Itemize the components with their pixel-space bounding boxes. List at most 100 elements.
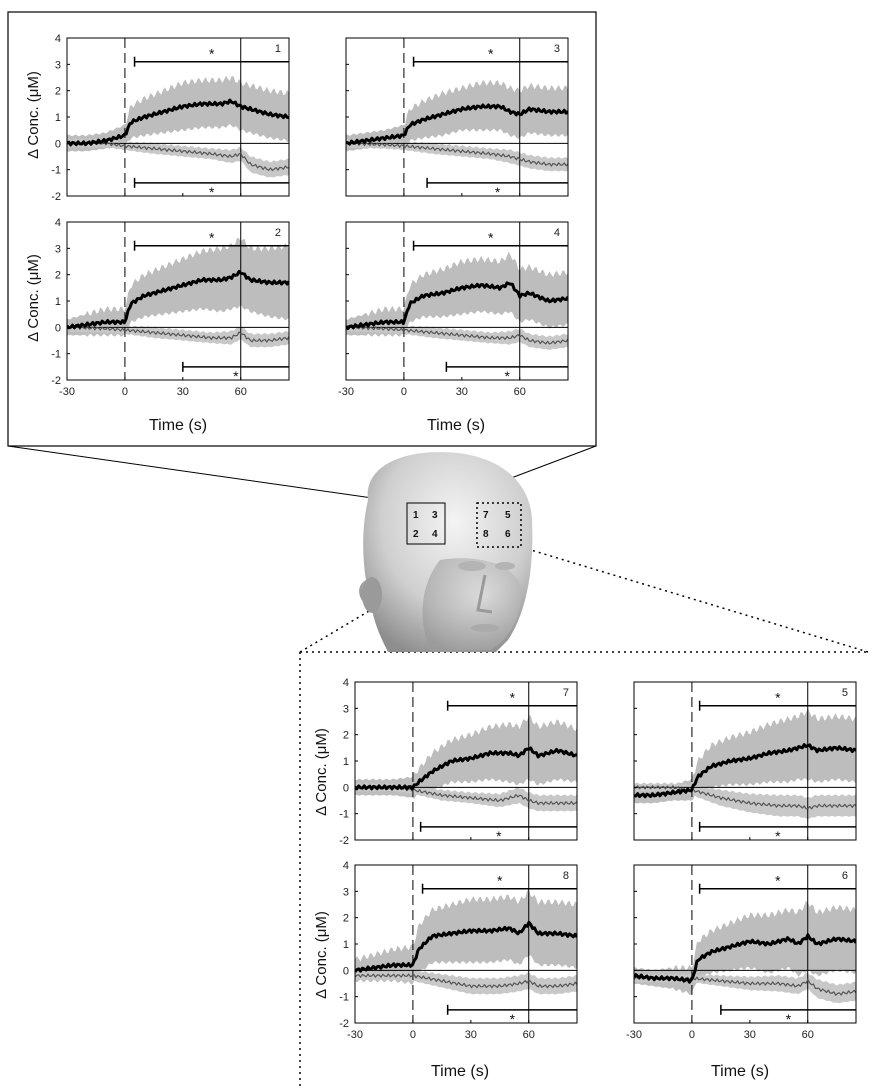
hbr-sd-band [67,138,289,178]
head-channel-label: 2 [413,529,419,540]
chart-panel: * * 3 [345,37,569,200]
x-tick-label: 0 [410,1029,416,1041]
hbo-sd-band [67,75,289,152]
x-tick-label: -30 [59,386,75,398]
y-tick-label: 2 [55,270,61,282]
significance-star: * [786,1011,792,1027]
channel-group-5-8 [476,502,522,548]
plot-area [67,38,289,196]
hbr-mean-line [346,325,568,345]
plot-area [346,38,568,196]
head-channel-label: 4 [432,529,438,540]
hbo-mean-line [634,743,856,799]
hbo-sd-band [355,889,577,985]
hbo-sd-band [346,251,568,337]
x-tick-label: 30 [465,1029,477,1041]
y-tick-label: -1 [51,165,61,177]
hbo-mean-line [355,920,577,973]
panel-channel-number: 7 [563,687,569,699]
upper-inset-frame [7,11,597,447]
y-tick-label: 4 [343,677,349,689]
hbr-mean-line [346,141,568,167]
significance-star: * [496,828,502,844]
chart-panel: * * 6 -30 0 30 60 [626,864,857,1041]
significance-star: * [209,46,215,62]
significance-star: * [488,46,494,62]
x-tick-label: -30 [626,1029,642,1041]
significance-star: * [775,873,781,889]
significance-star: * [495,184,501,200]
significance-star: * [775,828,781,844]
x-tick-label: -30 [338,386,354,398]
plot-area [346,222,568,380]
head-channel-label: 5 [505,510,511,521]
plot-area [355,865,577,1023]
panel-channel-number: 5 [842,687,848,699]
y-tick-label: 1 [343,756,349,768]
hbo-mean-line [346,103,568,146]
significance-star: * [775,690,781,706]
y-tick-label: 3 [343,703,349,715]
y-tick-label: 1 [55,112,61,124]
y-tick-label: 2 [343,913,349,925]
y-axis-label: Δ Conc. (μM) [313,728,330,816]
hbo-mean-line [355,746,577,791]
significance-star: * [497,873,503,889]
x-tick-label: 0 [122,386,128,398]
x-tick-label: 30 [456,386,468,398]
head-channel-label: 8 [483,529,489,540]
y-tick-label: -2 [51,191,61,203]
y-tick-label: 1 [343,939,349,951]
x-axis-label: Time (s) [427,417,485,434]
y-tick-label: -1 [51,349,61,361]
y-tick-label: 3 [55,59,61,71]
x-axis-label: Time (s) [149,417,207,434]
y-tick-label: 0 [55,138,61,150]
x-tick-label: -30 [347,1029,363,1041]
y-tick-label: -1 [339,992,349,1004]
panel-channel-number: 3 [554,43,560,55]
hbo-sd-band [634,900,856,995]
significance-star: * [504,368,510,384]
panel-channel-number: 8 [563,870,569,882]
head-channel-label: 3 [432,510,438,521]
hbr-sd-band [346,138,568,172]
chart-panel: * * 5 [633,681,857,844]
x-axis-label: Time (s) [711,1063,769,1080]
hbo-sd-band [634,707,856,804]
significance-star: * [510,690,516,706]
y-tick-label: 0 [343,782,349,794]
lower-connector-right [520,546,869,653]
panel-channel-number: 2 [275,227,281,239]
significance-star: * [209,230,215,246]
y-tick-label: 4 [55,33,61,45]
x-tick-label: 60 [802,1029,814,1041]
y-axis-label: Δ Conc. (μM) [313,911,330,999]
y-tick-label: 0 [55,322,61,334]
head-illustration [359,452,533,652]
hbo-mean-line [634,933,856,984]
hbo-mean-line [67,98,289,147]
y-tick-label: -1 [339,809,349,821]
y-tick-label: 4 [343,860,349,872]
head-channel-label: 7 [483,510,489,521]
significance-star: * [510,1011,516,1027]
plot-area [634,865,856,1023]
x-tick-label: 60 [235,386,247,398]
x-axis-label: Time (s) [431,1063,489,1080]
y-tick-label: 2 [343,730,349,742]
significance-star: * [488,230,494,246]
x-tick-label: 0 [689,1029,695,1041]
head-channel-label: 6 [505,529,511,540]
y-axis-label: Δ Conc. (μM) [25,254,42,342]
x-tick-label: 60 [523,1029,535,1041]
panel-channel-number: 4 [554,227,560,239]
y-tick-label: 2 [55,86,61,98]
hbo-mean-line [67,269,289,330]
x-tick-label: 0 [401,386,407,398]
channel-group-1-4 [406,502,446,545]
y-tick-label: -2 [339,835,349,847]
y-tick-label: -2 [51,375,61,387]
